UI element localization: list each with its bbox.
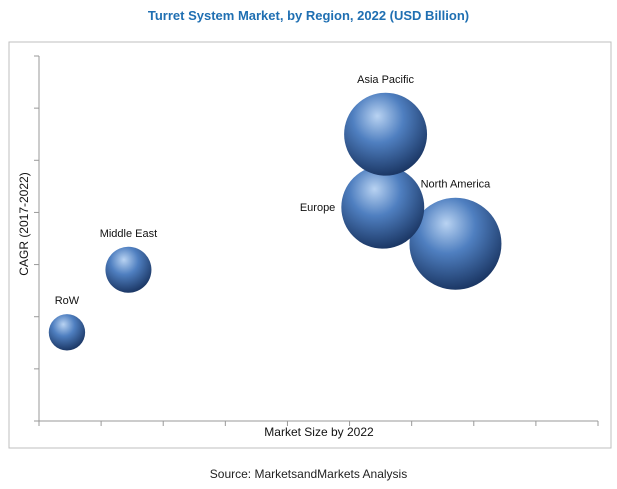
bubble-asia-pacific (344, 92, 428, 176)
chart-frame (8, 41, 612, 449)
bubble-label: North America (421, 179, 492, 191)
source-note: Source: MarketsandMarkets Analysis (209, 467, 408, 481)
x-axis-label: Market Size by 2022 (264, 425, 374, 439)
bubble-north-america (409, 197, 502, 290)
bubble-europe (341, 165, 425, 249)
bubble-label: Asia Pacific (357, 74, 414, 86)
axes (34, 55, 599, 426)
bubble-label: Europe (300, 202, 335, 214)
bubble-middle-east (105, 246, 152, 293)
chart-title: Turret System Market, by Region, 2022 (U… (147, 8, 470, 23)
y-axis-label: CAGR (2017-2022) (17, 172, 31, 275)
bubbles (48, 92, 502, 351)
bubble-labels: RoW Middle East Europe Asia Pacific North Am… (55, 74, 491, 307)
bubble-label: Middle East (100, 228, 157, 240)
bubble-label: RoW (55, 295, 80, 307)
bubble-row (48, 314, 86, 351)
